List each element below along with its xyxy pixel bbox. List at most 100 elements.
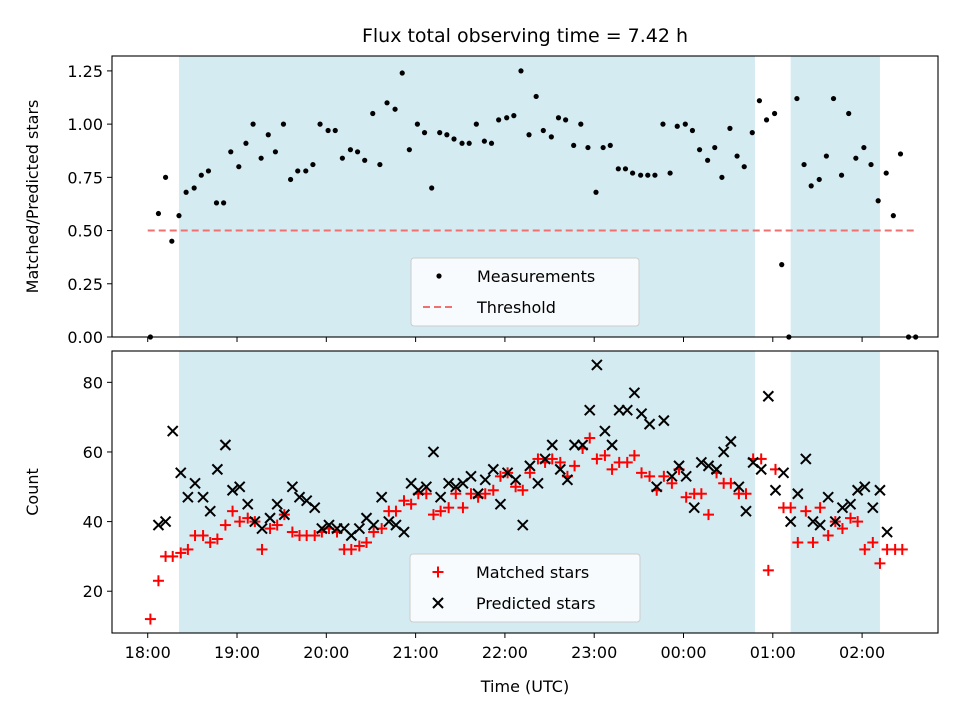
measurements-point xyxy=(265,132,271,138)
measurements-point xyxy=(548,134,554,140)
matched-stars-point xyxy=(740,488,752,500)
measurements-point xyxy=(421,130,428,136)
measurements-point xyxy=(533,93,539,100)
measurements-point xyxy=(198,172,204,178)
measurements-point xyxy=(511,113,517,119)
matched-stars-point xyxy=(390,505,402,517)
legend: Measurements Threshold xyxy=(410,257,640,327)
predicted-stars-point xyxy=(680,470,692,483)
predicted-stars-point xyxy=(197,491,209,503)
x-tick-label: 21:00 xyxy=(393,643,439,662)
y-tick-label: 1.25 xyxy=(67,62,103,81)
matched-stars-point xyxy=(443,502,455,514)
matched-stars-point xyxy=(450,488,462,500)
matched-stars-point xyxy=(227,505,239,517)
predicted-stars-point xyxy=(606,439,618,451)
measurements-point xyxy=(571,142,577,149)
predicted-stars-point xyxy=(881,526,893,538)
predicted-stars-point xyxy=(182,491,194,503)
matched-stars-point xyxy=(867,536,879,548)
predicted-stars-point xyxy=(532,477,544,490)
measurements-point xyxy=(794,95,800,102)
measurements-point xyxy=(332,127,338,134)
measurements-point xyxy=(585,144,591,151)
matched-stars-point xyxy=(762,564,774,576)
predicted-stars-point xyxy=(635,407,648,420)
matched-stars-point xyxy=(427,509,439,521)
matched-stars-point xyxy=(680,491,692,503)
matched-stars-point xyxy=(435,505,447,517)
matched-stars-point xyxy=(621,456,633,468)
measurements-point xyxy=(155,210,162,217)
predicted-stars-point xyxy=(189,477,201,490)
legend-box xyxy=(410,257,640,327)
matched-stars-point xyxy=(852,516,864,528)
matched-stars-point xyxy=(822,530,834,542)
measurements-point xyxy=(488,140,495,146)
x-tick-label: 01:00 xyxy=(750,643,796,662)
matched-stars-point xyxy=(532,453,544,465)
matched-stars-point xyxy=(197,530,209,542)
measurements-point xyxy=(213,200,220,206)
measurements-point xyxy=(406,147,412,153)
matched-stars-point xyxy=(479,488,491,500)
measurements-point xyxy=(600,144,606,151)
measurements-point xyxy=(667,170,673,176)
predicted-stars-point xyxy=(375,491,388,503)
x-tick-label: 23:00 xyxy=(571,643,617,662)
predicted-stars-point xyxy=(353,522,366,535)
measurements-point xyxy=(250,121,256,127)
matched-stars-point xyxy=(859,543,871,555)
measurements-point xyxy=(897,151,904,157)
predicted-stars-point xyxy=(293,491,306,503)
measurements-point xyxy=(652,172,658,178)
measurements-point xyxy=(518,68,524,74)
predicted-stars-point xyxy=(509,474,522,486)
predicted-stars-point xyxy=(398,526,410,538)
measurements-point xyxy=(808,183,814,189)
legend-label-predicted: Predicted stars xyxy=(476,594,596,613)
measurements-point xyxy=(875,198,881,204)
predicted-stars-point xyxy=(702,460,715,472)
measurements-point xyxy=(473,121,479,127)
predicted-stars-point xyxy=(517,519,529,531)
predicted-stars-point xyxy=(450,481,462,493)
measurements-point xyxy=(779,262,785,268)
predicted-stars-point xyxy=(233,481,246,493)
measurements-point xyxy=(437,130,443,136)
predicted-stars-point xyxy=(807,515,819,528)
measurements-point xyxy=(607,142,613,149)
measurements-point xyxy=(183,189,189,195)
measurements-point xyxy=(682,121,688,127)
matched-stars-point xyxy=(807,536,819,548)
matched-stars-point xyxy=(167,550,179,562)
predicted-stars-point xyxy=(539,453,551,465)
measurements-point xyxy=(868,161,874,168)
x-tick-label: 20:00 xyxy=(303,643,349,662)
predicted-stars-point xyxy=(628,387,641,399)
predicted-stars-point xyxy=(710,463,723,476)
predicted-stars-point xyxy=(472,488,484,500)
measurements-point xyxy=(317,121,323,127)
measurements-point xyxy=(384,100,390,106)
top-panel: 0.00 0.25 0.50 0.75 1.00 1.25 Matched/Predict… xyxy=(23,55,939,347)
measurements-point xyxy=(823,153,829,159)
predicted-stars-point xyxy=(226,484,239,496)
measurements-point xyxy=(816,176,822,183)
predicted-stars-point xyxy=(286,481,299,493)
predicted-stars-point xyxy=(814,519,826,531)
y-axis-label: Count xyxy=(23,468,42,516)
predicted-stars-point xyxy=(591,359,603,371)
y-tick-label: 1.00 xyxy=(67,115,103,134)
legend-marker-predicted xyxy=(432,597,444,609)
matched-stars-point xyxy=(405,498,417,510)
predicted-stars-point xyxy=(777,467,790,479)
predicted-stars-point xyxy=(175,467,187,479)
predicted-stars-point xyxy=(264,512,276,524)
measurements-point xyxy=(540,127,546,134)
predicted-stars-point xyxy=(219,439,232,451)
matched-stars-point xyxy=(666,477,678,489)
matched-stars-point xyxy=(524,467,536,479)
predicted-stars-point xyxy=(211,463,224,476)
